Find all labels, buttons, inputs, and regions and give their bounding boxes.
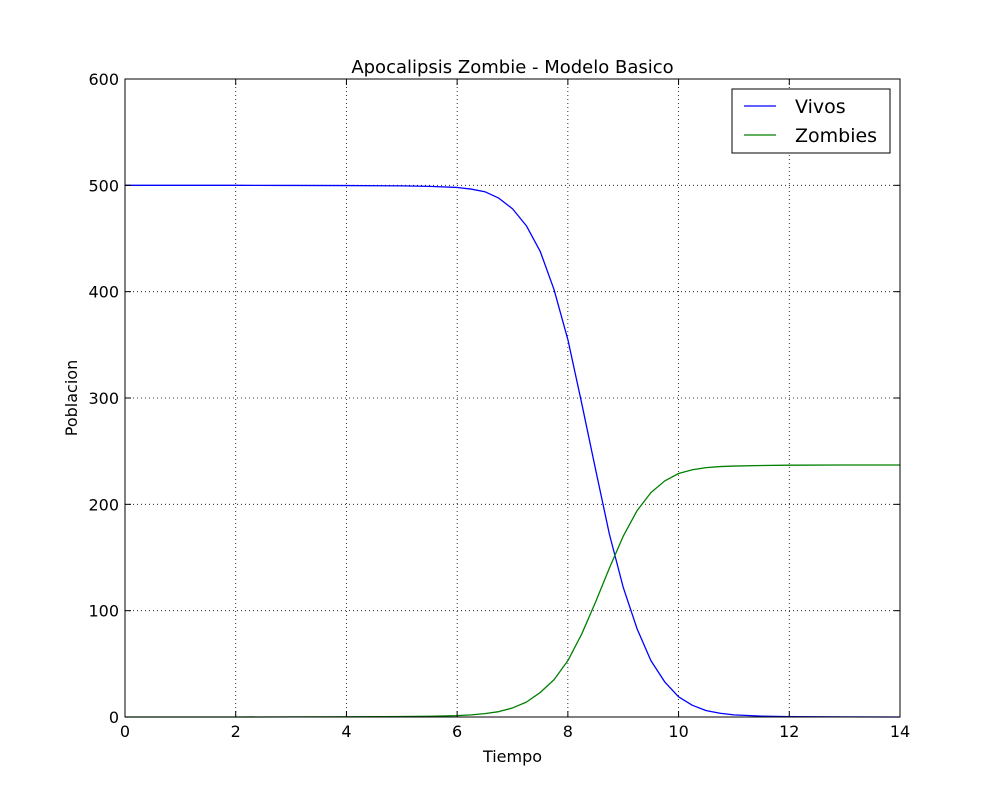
x-tick-label: 8	[563, 722, 573, 741]
axis-ticks: 0 2 4 6 8 10 12 14 0 100 200 300 400 500 600	[88, 70, 910, 741]
x-axis-label: Tiempo	[482, 747, 542, 766]
x-tick-label: 6	[452, 722, 462, 741]
legend-label-zombies: Zombies	[795, 125, 877, 147]
y-tick-label: 600	[88, 70, 119, 89]
legend-box	[731, 88, 891, 154]
x-tick-label: 10	[668, 722, 688, 741]
series-line-vivos	[125, 184, 901, 718]
chart-title: Apocalipsis Zombie - Modelo Basico	[351, 57, 673, 78]
legend: Vivos Zombies	[731, 88, 891, 154]
y-tick-label: 300	[88, 389, 119, 408]
y-tick-label: 0	[109, 708, 119, 727]
y-tick-label: 500	[88, 176, 119, 195]
x-tick-label: 2	[231, 722, 241, 741]
y-tick-label: 100	[88, 602, 119, 621]
y-axis-label: Poblacion	[62, 360, 81, 436]
x-tick-label: 12	[779, 722, 799, 741]
y-tick-label: 400	[88, 283, 119, 302]
x-tick-label: 4	[341, 722, 351, 741]
y-tick-label: 200	[88, 495, 119, 514]
x-tick-label: 14	[890, 722, 910, 741]
legend-label-vivos: Vivos	[795, 96, 846, 118]
x-tick-label: 0	[120, 722, 130, 741]
